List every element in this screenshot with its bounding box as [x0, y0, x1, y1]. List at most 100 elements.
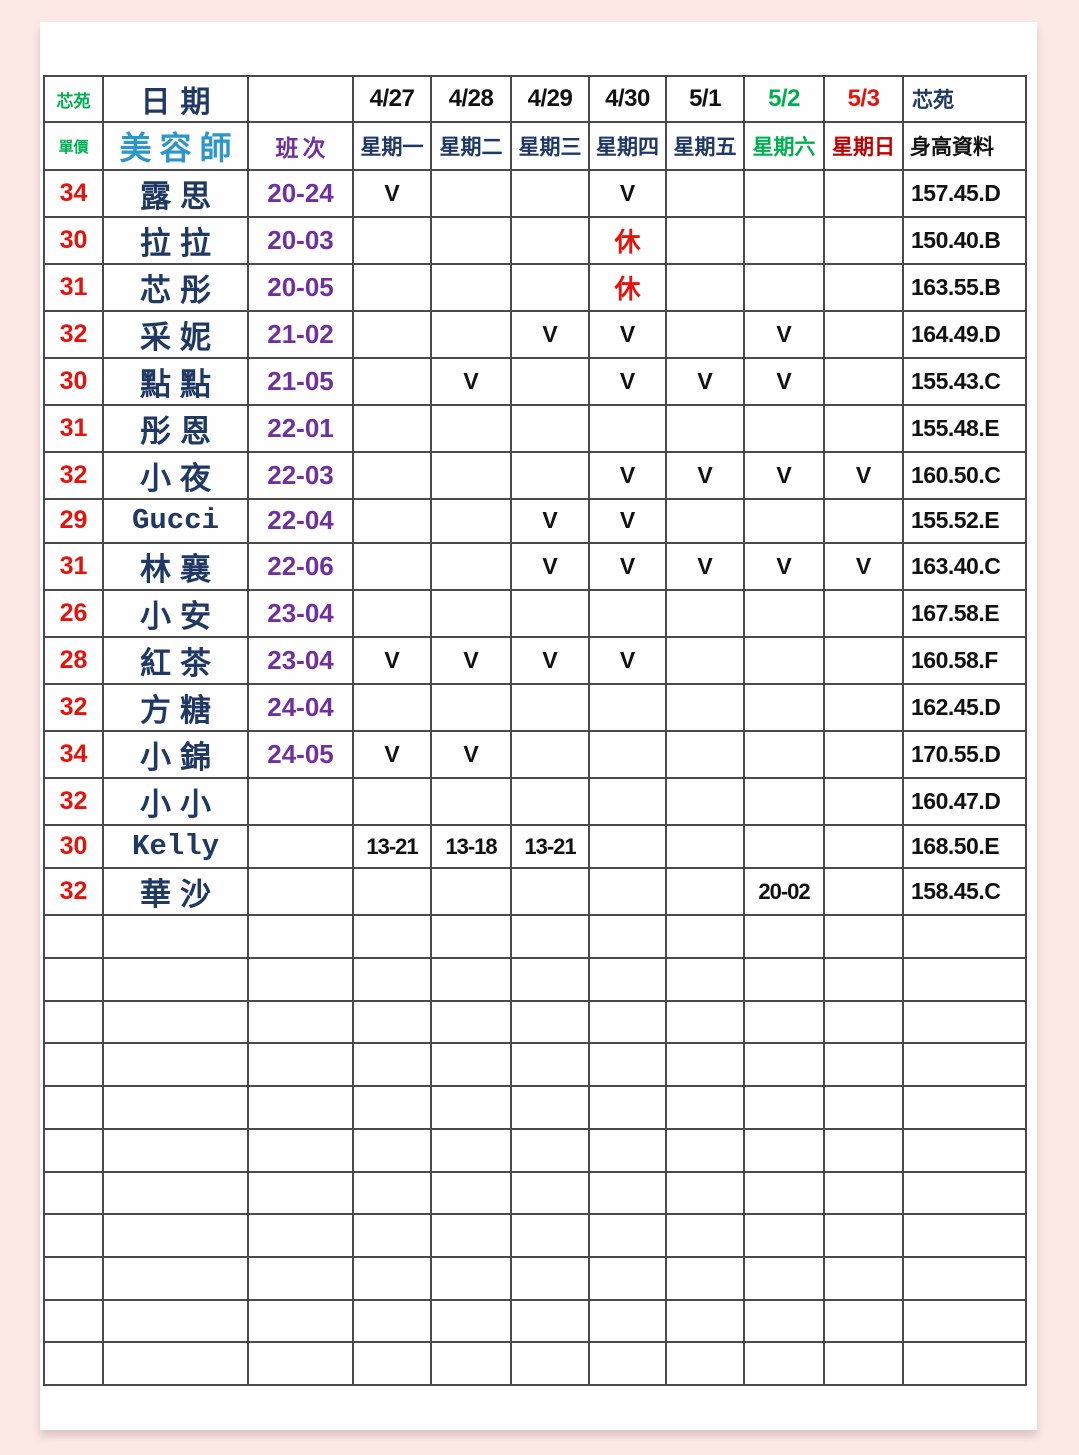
- day-cell: V: [588, 357, 667, 406]
- day-cell: [665, 404, 745, 453]
- empty-cell: [902, 1170, 1027, 1216]
- day-cell: [510, 169, 590, 218]
- weekday-fri: 星期五: [665, 121, 745, 171]
- staff-row: 32 小夜 22-03 V V V V 160.50.C: [43, 451, 1027, 500]
- day-cell: [665, 310, 745, 359]
- empty-cell: [823, 1213, 904, 1258]
- empty-cell: [510, 1170, 590, 1216]
- empty-row: [43, 957, 1027, 1002]
- day-cell: [743, 729, 825, 779]
- staff-row: 31 彤恩 22-01 155.48.E: [43, 404, 1027, 453]
- empty-cell: [247, 1213, 354, 1258]
- day-cell: [823, 216, 904, 265]
- day-cell: [665, 216, 745, 265]
- empty-cell: [247, 1127, 354, 1173]
- day-cell: [823, 729, 904, 779]
- day-cell: [823, 498, 904, 544]
- day-cell: [510, 404, 590, 453]
- empty-cell: [743, 1213, 825, 1258]
- staff-row: 31 芯彤 20-05 休 163.55.B: [43, 263, 1027, 312]
- empty-cell: [430, 1213, 512, 1258]
- price-cell: 26: [43, 588, 104, 638]
- day-cell: V: [430, 357, 512, 406]
- empty-cell: [352, 914, 432, 960]
- day-cell: [510, 588, 590, 638]
- empty-cell: [430, 1341, 512, 1386]
- day-cell: [510, 682, 590, 732]
- empty-cell: [510, 914, 590, 960]
- empty-cell: [665, 1213, 745, 1258]
- empty-cell: [588, 999, 667, 1045]
- empty-cell: [665, 914, 745, 960]
- shift-cell: 20-24: [247, 169, 354, 218]
- empty-cell: [102, 1255, 249, 1301]
- day-cell: [430, 498, 512, 544]
- empty-cell: [510, 999, 590, 1045]
- staff-row: 32 采妮 21-02 V V V 164.49.D: [43, 310, 1027, 359]
- empty-cell: [430, 1085, 512, 1130]
- empty-row: [43, 1042, 1027, 1088]
- day-cell: [823, 169, 904, 218]
- staff-row: 32 小小 160.47.D: [43, 776, 1027, 826]
- day-cell: [743, 498, 825, 544]
- empty-cell: [430, 1298, 512, 1344]
- empty-cell: [247, 914, 354, 960]
- weekday-wed: 星期三: [510, 121, 590, 171]
- name-cell: 小錦: [102, 729, 249, 779]
- height-cell: 167.58.E: [902, 588, 1027, 638]
- day-cell: [665, 682, 745, 732]
- day-cell: [665, 588, 745, 638]
- empty-cell: [588, 1255, 667, 1301]
- empty-cell: [665, 1127, 745, 1173]
- empty-cell: [823, 1042, 904, 1088]
- height-cell: 155.48.E: [902, 404, 1027, 453]
- day-cell: [588, 867, 667, 917]
- empty-row: [43, 1127, 1027, 1173]
- day-cell: [510, 867, 590, 917]
- empty-cell: [352, 1255, 432, 1301]
- day-cell: V: [352, 635, 432, 685]
- day-cell: [665, 169, 745, 218]
- name-cell: 芯彤: [102, 263, 249, 312]
- staff-row: 29 Gucci 22-04 V V 155.52.E: [43, 498, 1027, 544]
- empty-cell: [102, 1341, 249, 1386]
- day-cell: V: [665, 357, 745, 406]
- empty-row: [43, 914, 1027, 960]
- shift-cell: 20-05: [247, 263, 354, 312]
- empty-cell: [902, 957, 1027, 1002]
- empty-cell: [588, 1042, 667, 1088]
- empty-row: [43, 1255, 1027, 1301]
- day-cell: [665, 635, 745, 685]
- day-cell: [743, 776, 825, 826]
- empty-cell: [102, 1042, 249, 1088]
- day-cell: V: [588, 541, 667, 591]
- empty-cell: [743, 1170, 825, 1216]
- day-cell: [743, 682, 825, 732]
- price-cell: 30: [43, 357, 104, 406]
- day-cell: [743, 823, 825, 870]
- name-cell: 小安: [102, 588, 249, 638]
- day-cell: [510, 216, 590, 265]
- day-cell: [743, 169, 825, 218]
- name-cell: 方糖: [102, 682, 249, 732]
- day-cell: [510, 776, 590, 826]
- day-cell: V: [665, 451, 745, 500]
- empty-cell: [665, 1170, 745, 1216]
- day-cell: [665, 823, 745, 870]
- day-cell: V: [588, 498, 667, 544]
- staff-row: 30 Kelly 13-21 13-18 13-21 168.50.E: [43, 823, 1027, 870]
- day-cell: [823, 310, 904, 359]
- name-cell: 彤恩: [102, 404, 249, 453]
- day-cell: V: [743, 310, 825, 359]
- day-cell: V: [743, 357, 825, 406]
- weekday-header-row: 單價 美容師 班次 星期一 星期二 星期三 星期四 星期五 星期六 星期日 身高…: [43, 121, 1027, 171]
- empty-row: [43, 1341, 1027, 1386]
- day-cell: [743, 216, 825, 265]
- empty-cell: [43, 1341, 104, 1386]
- empty-cell: [743, 1341, 825, 1386]
- price-cell: 34: [43, 169, 104, 218]
- day-cell: [510, 263, 590, 312]
- day-cell: 13-18: [430, 823, 512, 870]
- empty-cell: [430, 1255, 512, 1301]
- empty-cell: [665, 999, 745, 1045]
